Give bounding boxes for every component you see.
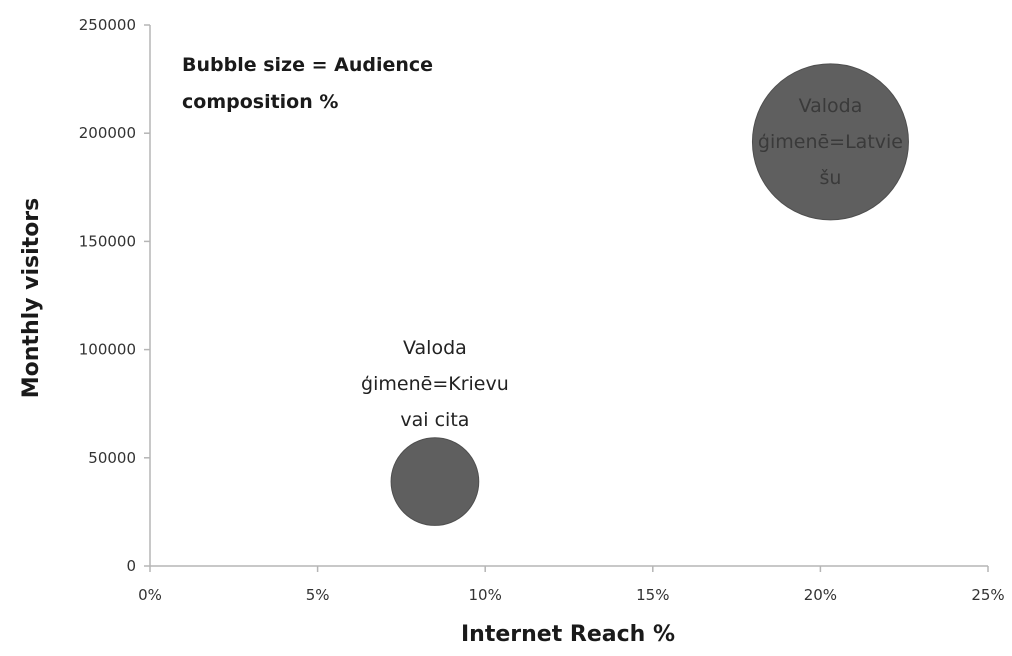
bubble-2-label-line: Valoda xyxy=(799,95,863,117)
bubble-2 xyxy=(751,63,909,221)
axes xyxy=(144,24,989,572)
bubbles xyxy=(390,63,909,526)
y-tick-label: 0 xyxy=(126,557,136,575)
x-tick-label: 25% xyxy=(971,586,1004,604)
bubble-1-label-line: vai cita xyxy=(400,409,469,431)
y-tick-label: 100000 xyxy=(79,341,136,359)
tick-labels: 0 50000 100000 150000 200000 250000 0% 5% 10% 15%… xyxy=(79,16,1005,604)
x-tick-label: 15% xyxy=(636,586,669,604)
y-tick-label: 150000 xyxy=(79,232,136,250)
x-tick-label: 5% xyxy=(306,586,330,604)
bubble-1-label-line: Valoda xyxy=(403,337,467,359)
x-axis-title: Internet Reach % xyxy=(461,622,675,647)
y-tick-label: 250000 xyxy=(79,16,136,34)
x-tick-label: 20% xyxy=(804,586,837,604)
bubble-1 xyxy=(390,437,480,526)
bubble-labels: Valoda ģimenē=Krievu vai cita Valoda ģimenē=… xyxy=(361,95,903,431)
x-tick-label: 0% xyxy=(138,586,162,604)
y-axis-title: Monthly visitors xyxy=(19,198,44,398)
annotation-line-2: composition % xyxy=(182,91,338,113)
bubble-2-label-line: šu xyxy=(819,167,841,189)
y-tick-label: 50000 xyxy=(88,449,136,467)
annotation-line-1: Bubble size = Audience xyxy=(182,54,433,76)
y-tick-label: 200000 xyxy=(79,124,136,142)
bubble-1-label-line: ģimenē=Krievu xyxy=(361,373,509,395)
x-tick-label: 10% xyxy=(469,586,502,604)
bubble-2-label-line: ģimenē=Latvie xyxy=(758,131,903,153)
